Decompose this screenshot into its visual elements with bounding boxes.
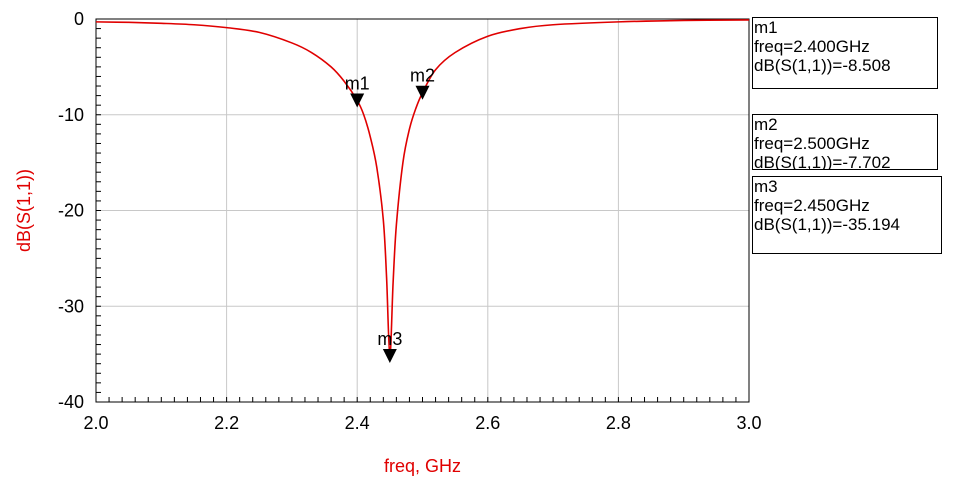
x-tick-labels: 2.0 2.2 2.4 2.6 2.8 3.0 — [83, 413, 761, 433]
marker-box-m1-value: dB(S(1,1))=-8.508 — [754, 56, 891, 75]
plot-frame — [95, 18, 750, 403]
s11-series-line — [95, 19, 750, 357]
x-tick-label: 2.2 — [214, 413, 239, 433]
marker-box-m1: m1 freq=2.400GHz dB(S(1,1))=-8.508 — [752, 17, 938, 89]
y-axis-title: dB(S(1,1)) — [14, 169, 34, 252]
x-tick-label: 3.0 — [736, 413, 761, 433]
marker-box-m3-value: dB(S(1,1))=-35.194 — [754, 215, 900, 234]
y-tick-label: -40 — [58, 392, 84, 412]
marker-box-m2-value: dB(S(1,1))=-7.702 — [754, 153, 891, 170]
marker-label-m2: m2 — [410, 66, 435, 86]
marker-label-m1: m1 — [345, 73, 370, 93]
x-tick-label: 2.4 — [345, 413, 370, 433]
x-axis-title: freq, GHz — [384, 456, 461, 476]
marker-box-m3: m3 freq=2.450GHz dB(S(1,1))=-35.194 — [752, 176, 942, 254]
marker-triangle-m1 — [350, 93, 365, 108]
marker-box-m3-name: m3 — [754, 177, 778, 196]
y-tick-labels: 0 -10 -20 -30 -40 — [58, 9, 84, 412]
y-tick-label: -30 — [58, 296, 84, 316]
marker-label-m3: m3 — [377, 329, 402, 349]
marker-box-m2: m2 freq=2.500GHz dB(S(1,1))=-7.702 — [752, 114, 938, 170]
marker-box-m1-name: m1 — [754, 18, 778, 37]
marker-box-m1-freq: freq=2.400GHz — [754, 37, 870, 56]
y-tick-label: -10 — [58, 105, 84, 125]
marker-box-m3-freq: freq=2.450GHz — [754, 196, 870, 215]
marker-box-m2-name: m2 — [754, 115, 778, 134]
x-tick-label: 2.0 — [83, 413, 108, 433]
markers: m1 m2 m3 — [345, 66, 435, 363]
x-tick-label: 2.8 — [606, 413, 631, 433]
y-tick-label: -20 — [58, 201, 84, 221]
marker-triangle-m3 — [382, 348, 397, 363]
marker-box-m2-freq: freq=2.500GHz — [754, 134, 870, 153]
x-tick-label: 2.6 — [475, 413, 500, 433]
marker-triangle-m2 — [415, 85, 430, 100]
y-tick-label: 0 — [74, 9, 84, 29]
